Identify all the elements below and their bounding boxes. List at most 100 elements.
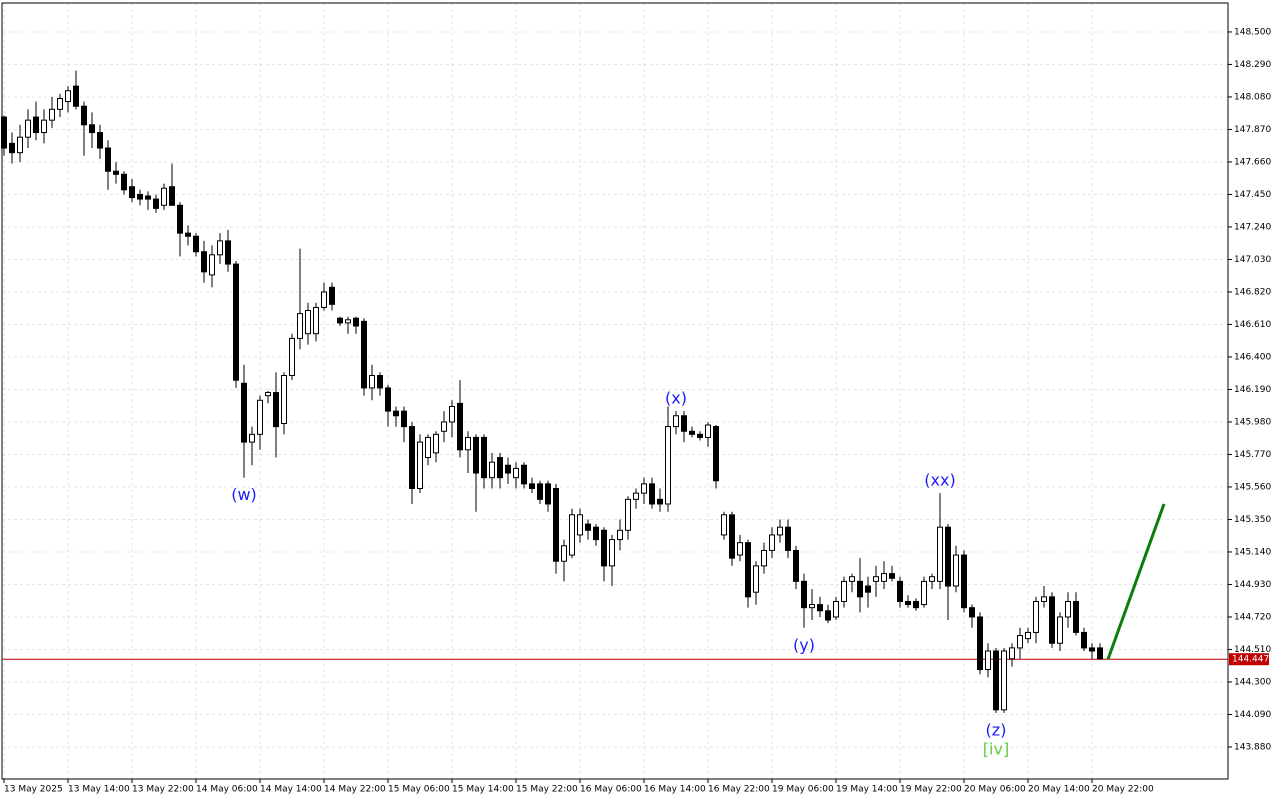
candle-body xyxy=(65,90,71,103)
y-tick-label: 147.660 xyxy=(1234,157,1271,167)
candle-body xyxy=(913,600,919,609)
candle-body xyxy=(513,467,519,479)
candle-body xyxy=(545,483,551,505)
candle-body xyxy=(969,607,975,618)
projection-line xyxy=(1106,503,1166,660)
candle-body xyxy=(865,585,871,593)
candle-body xyxy=(385,387,391,412)
candle-body xyxy=(921,580,927,606)
candle-body xyxy=(305,310,311,335)
y-tick-label: 145.980 xyxy=(1234,417,1271,427)
current-price-label: 144.447 xyxy=(1232,655,1269,665)
candle-body xyxy=(889,573,895,579)
candle-body xyxy=(897,580,903,602)
candle-body xyxy=(249,433,255,443)
candle-body xyxy=(777,526,783,536)
candle-body xyxy=(193,235,199,253)
y-tick-label: 145.770 xyxy=(1234,450,1271,460)
x-tick-label: 19 May 22:00 xyxy=(900,785,962,795)
candle-body xyxy=(809,604,815,609)
candle-body xyxy=(1089,647,1095,652)
x-tick-label: 15 May 22:00 xyxy=(516,785,578,795)
candle-body xyxy=(745,542,751,598)
x-tick-label: 16 May 22:00 xyxy=(708,785,770,795)
candle-body xyxy=(697,433,703,438)
x-tick-label: 16 May 06:00 xyxy=(580,785,642,795)
candle-body xyxy=(265,392,271,397)
candle-body xyxy=(145,195,151,200)
y-tick-label: 145.350 xyxy=(1234,515,1271,525)
x-tick-label: 19 May 06:00 xyxy=(772,785,834,795)
candle-body xyxy=(961,554,967,609)
x-tick-label: 15 May 06:00 xyxy=(388,785,450,795)
candle-body xyxy=(681,415,687,432)
candle-body xyxy=(33,116,39,134)
candle-body xyxy=(497,457,503,479)
y-tick-label: 148.080 xyxy=(1234,92,1271,102)
candle-body xyxy=(9,142,15,154)
candle-body xyxy=(1097,647,1103,660)
candle-body xyxy=(985,650,991,671)
candle-body xyxy=(313,306,319,335)
candle-body xyxy=(593,526,599,541)
candle-body xyxy=(1057,616,1063,644)
candle-body xyxy=(561,545,567,562)
candle-body xyxy=(225,240,231,265)
candle-body xyxy=(793,549,799,582)
candle-body xyxy=(585,523,591,531)
candle-body xyxy=(729,514,735,559)
candle-body xyxy=(393,410,399,417)
candle-body xyxy=(761,549,767,567)
candle-body xyxy=(169,186,175,206)
candle-body xyxy=(601,529,607,567)
candle-body xyxy=(137,193,143,200)
candle-body xyxy=(817,604,823,612)
candle-body xyxy=(401,410,407,428)
candle-body xyxy=(353,317,359,327)
y-tick-label: 147.450 xyxy=(1234,190,1271,200)
y-tick-label: 146.190 xyxy=(1234,385,1271,395)
candle-body xyxy=(201,251,207,273)
candle-body xyxy=(161,187,167,206)
candle-body xyxy=(241,382,247,443)
wave-label: (x) xyxy=(665,389,687,408)
candle-body xyxy=(233,263,239,381)
candle-body xyxy=(1017,635,1023,649)
x-tick-label: 16 May 14:00 xyxy=(644,785,706,795)
candle-body xyxy=(441,421,447,432)
x-tick-label: 13 May 14:00 xyxy=(68,785,130,795)
candle-body xyxy=(857,580,863,598)
candle-body xyxy=(209,254,215,276)
candle-body xyxy=(945,526,951,587)
candle-body xyxy=(689,430,695,435)
candle-body xyxy=(673,415,679,428)
candle-body xyxy=(57,97,63,110)
candle-body xyxy=(377,375,383,389)
wave-label: (w) xyxy=(231,485,257,504)
candle-body xyxy=(113,170,119,175)
candle-body xyxy=(321,291,327,308)
candle-body xyxy=(89,124,95,134)
candle-body xyxy=(425,436,431,459)
x-tick-label: 14 May 14:00 xyxy=(260,785,322,795)
candle-body xyxy=(185,232,191,237)
candle-body xyxy=(289,337,295,377)
candle-body xyxy=(905,600,911,606)
candle-body xyxy=(369,375,375,389)
y-tick-label: 147.870 xyxy=(1234,125,1271,135)
y-tick-label: 146.610 xyxy=(1234,320,1271,330)
y-tick-label: 143.880 xyxy=(1234,742,1271,752)
candle-body xyxy=(937,526,943,582)
candle-body xyxy=(977,616,983,671)
candle-body xyxy=(705,424,711,438)
y-tick-label: 147.030 xyxy=(1234,255,1271,265)
candle-body xyxy=(553,488,559,562)
candle-body xyxy=(25,119,31,138)
y-tick-label: 144.720 xyxy=(1234,612,1271,622)
y-tick-label: 146.400 xyxy=(1234,352,1271,362)
candle-body xyxy=(273,392,279,428)
y-tick-label: 145.140 xyxy=(1234,547,1271,557)
candle-body xyxy=(81,105,87,126)
candle-body xyxy=(1081,631,1087,649)
